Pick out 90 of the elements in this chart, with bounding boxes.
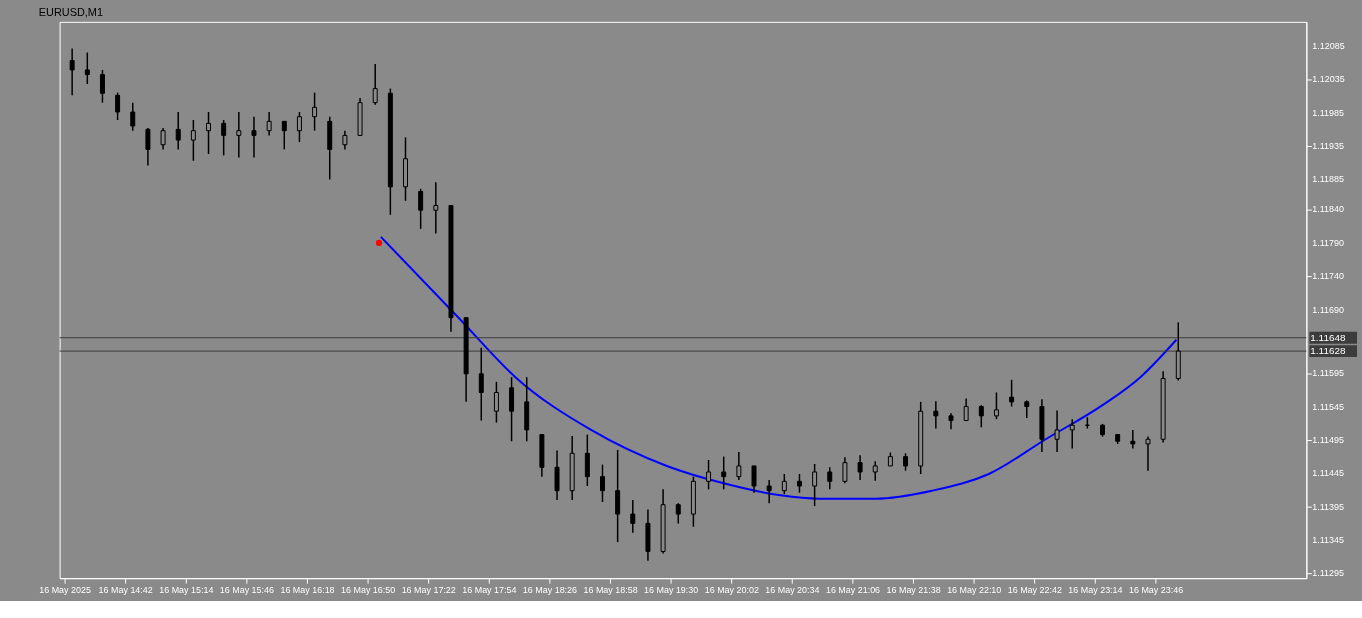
candlestick <box>493 381 499 424</box>
y-tick-label: 1.11295 <box>1312 568 1344 579</box>
candlestick <box>1054 409 1060 453</box>
y-tick-label: 1.12085 <box>1312 40 1345 51</box>
candlestick <box>69 47 75 97</box>
candlestick <box>933 400 939 430</box>
candlestick <box>281 120 287 151</box>
y-tick-label: 1.11790 <box>1312 237 1344 248</box>
candlestick <box>115 91 121 121</box>
candlestick <box>1145 435 1151 472</box>
candlestick <box>554 449 560 501</box>
x-tick-label: 16 May 14:42 <box>98 584 153 595</box>
x-tick-label: 16 May 22:42 <box>1007 584 1062 595</box>
candlestick <box>706 459 712 491</box>
candlestick <box>221 119 227 157</box>
y-tick-label: 1.11740 <box>1312 271 1344 282</box>
x-tick-label: 16 May 18:26 <box>522 584 578 595</box>
ref-line-label: 1.11648 <box>1310 331 1346 343</box>
candlestick <box>675 502 681 525</box>
y-tick-label: 1.11445 <box>1312 468 1344 479</box>
x-tick-label: 16 May 23:14 <box>1068 584 1123 595</box>
candlestick <box>1009 379 1015 408</box>
candlestick <box>827 466 833 491</box>
candlestick <box>736 451 742 481</box>
candlestick <box>796 473 802 494</box>
candlestick <box>857 454 863 481</box>
candlestick <box>615 449 621 543</box>
line-series <box>379 235 1178 500</box>
x-tick-label: 16 May 22:10 <box>947 584 1002 595</box>
chart-title: EURUSD,M1 <box>38 5 103 18</box>
y-tick-label: 1.12035 <box>1312 74 1345 85</box>
x-tick-label: 16 May 20:02 <box>704 584 759 595</box>
y-tick-label: 1.11495 <box>1312 434 1344 445</box>
candlestick <box>600 463 605 503</box>
y-tick-label: 1.11935 <box>1312 141 1344 152</box>
candlestick <box>296 111 302 143</box>
y-tick-label: 1.11885 <box>1312 174 1344 185</box>
candlestick <box>630 499 636 534</box>
candlestick <box>812 463 818 507</box>
candlestick <box>190 119 196 162</box>
candlestick <box>130 101 136 132</box>
x-tick-label: 16 May 23:46 <box>1128 584 1184 595</box>
candlestick <box>751 465 757 494</box>
candlestick <box>993 391 999 420</box>
x-tick-label: 16 May 19:30 <box>644 584 699 595</box>
x-tick-label: 16 May 17:22 <box>401 584 456 595</box>
candlestick <box>236 111 242 159</box>
candlestick <box>478 347 484 422</box>
y-tick-label: 1.11345 <box>1312 535 1344 546</box>
y-tick-label: 1.11595 <box>1312 368 1344 379</box>
x-tick-label: 16 May 16:50 <box>341 584 396 595</box>
candlestick <box>312 91 318 132</box>
x-tick-label: 16 May 16:18 <box>280 584 335 595</box>
y-tick-label: 1.11690 <box>1312 304 1344 315</box>
candlestick <box>584 433 590 487</box>
candlestick <box>978 404 984 428</box>
candlestick <box>842 456 848 485</box>
x-tick-label: 16 May 21:38 <box>886 584 941 595</box>
candlestick <box>872 460 878 482</box>
x-tick-label: 16 May 17:54 <box>462 584 517 595</box>
candlestick <box>160 127 166 151</box>
x-tick-label: 16 May 20:34 <box>765 584 820 595</box>
ref-line-label: 1.11628 <box>1310 345 1346 357</box>
candlestick <box>342 129 348 151</box>
candlestick <box>372 63 378 106</box>
x-tick-label: 16 May 15:14 <box>159 584 214 595</box>
x-tick-label: 16 May 15:46 <box>219 584 274 595</box>
y-tick-label: 1.11840 <box>1312 204 1344 215</box>
candlestick <box>1130 429 1136 450</box>
candlestick <box>766 479 772 505</box>
y-tick-label: 1.11395 <box>1312 501 1344 512</box>
candlestick <box>433 181 439 235</box>
y-tick-label: 1.11985 <box>1312 107 1344 118</box>
candlestick <box>781 473 787 495</box>
candlestick <box>963 397 969 422</box>
candlestick <box>251 115 257 159</box>
x-tick-label: 16 May 18:58 <box>583 584 638 595</box>
candlestick <box>206 111 212 155</box>
candlestick <box>418 188 424 230</box>
candlestick <box>509 376 515 442</box>
candlestick <box>175 111 181 151</box>
candlestick <box>1069 418 1075 450</box>
x-tick-label: 16 May 2025 <box>39 584 91 595</box>
candlestick <box>99 69 105 104</box>
candlestick <box>145 127 151 167</box>
candlestick <box>266 111 272 137</box>
candlestick <box>84 51 90 85</box>
y-tick-label: 1.11545 <box>1312 401 1344 412</box>
x-tick-label: 16 May 21:06 <box>825 584 881 595</box>
candlestick <box>721 455 727 491</box>
